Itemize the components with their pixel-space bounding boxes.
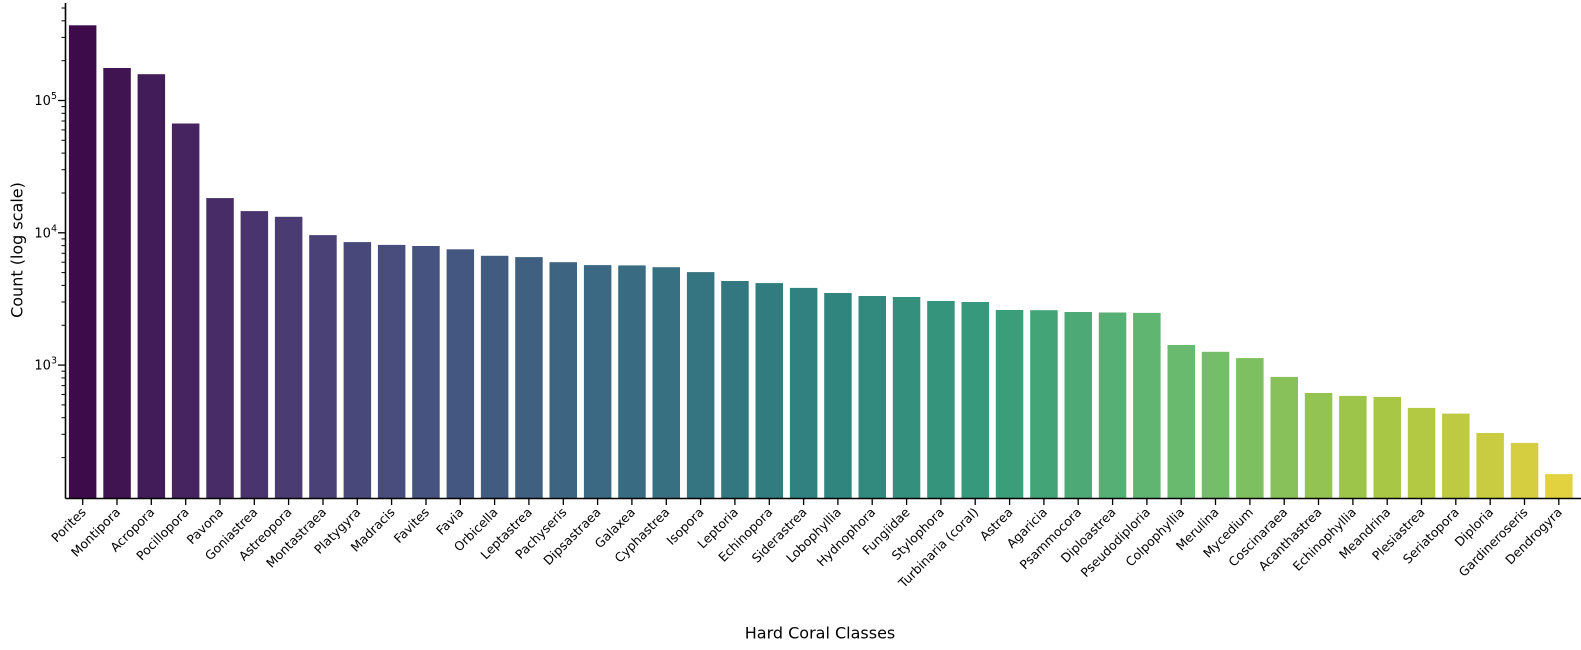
bar-galaxea bbox=[618, 265, 646, 499]
bar-leptoria bbox=[721, 281, 749, 499]
bar-astrea bbox=[995, 310, 1024, 499]
bar-coscinaraea bbox=[1270, 376, 1298, 499]
x-tick-label: Favites bbox=[391, 505, 432, 546]
bar-diploria bbox=[1476, 433, 1504, 499]
bar-leptastrea bbox=[515, 257, 543, 499]
bar-favites bbox=[412, 246, 440, 499]
bar-pseudodiploria bbox=[1133, 312, 1161, 499]
bar-goniastrea bbox=[240, 211, 269, 499]
bar-echinopora bbox=[755, 283, 783, 499]
bar-pavona bbox=[206, 198, 234, 499]
bar-merulina bbox=[1201, 351, 1230, 499]
y-tick-label: 103 bbox=[34, 356, 57, 374]
bar-montipora bbox=[103, 68, 131, 499]
bar-colpophyllia bbox=[1167, 345, 1195, 499]
x-axis-title: Hard Coral Classes bbox=[744, 623, 896, 643]
bar-fungiidae bbox=[892, 297, 921, 499]
y-axis-title: Count (log scale) bbox=[7, 182, 27, 318]
bar-psammocora bbox=[1064, 312, 1092, 499]
bar-montastraea bbox=[309, 235, 337, 499]
bar-platygyra bbox=[343, 242, 372, 499]
bar-dipsastraea bbox=[583, 265, 612, 499]
bar-gardineroseris bbox=[1510, 442, 1539, 499]
bar-hydnophora bbox=[858, 296, 886, 499]
bar-plesiastrea bbox=[1407, 407, 1436, 499]
bar-siderastrea bbox=[789, 287, 818, 499]
bar-isopora bbox=[686, 272, 715, 499]
y-tick-label: 104 bbox=[34, 223, 57, 241]
bar-diploastrea bbox=[1098, 312, 1127, 499]
bar-orbicella bbox=[480, 255, 509, 499]
bar-agaricia bbox=[1030, 310, 1058, 499]
bar-dendrogyra bbox=[1545, 474, 1573, 499]
bar-echinophyllia bbox=[1339, 395, 1367, 499]
bar-meandrina bbox=[1373, 396, 1401, 499]
bar-pachyseris bbox=[549, 262, 577, 499]
bar-acanthastrea bbox=[1304, 393, 1333, 499]
bar-astreopora bbox=[274, 216, 303, 499]
bar-favia bbox=[446, 249, 475, 499]
bar-turbinaria-coral- bbox=[961, 302, 989, 499]
y-tick-label: 105 bbox=[34, 91, 57, 109]
bar-stylophora bbox=[927, 301, 955, 499]
bar-pocillopora bbox=[171, 123, 200, 499]
bar-seriatopora bbox=[1442, 413, 1470, 499]
bar-cyphastrea bbox=[652, 267, 680, 499]
bar-mycedium bbox=[1236, 358, 1264, 499]
bar-porites bbox=[68, 25, 97, 499]
bar-lobophyllia bbox=[824, 293, 852, 499]
bar-acropora bbox=[137, 74, 166, 499]
bar-madracis bbox=[377, 244, 406, 499]
